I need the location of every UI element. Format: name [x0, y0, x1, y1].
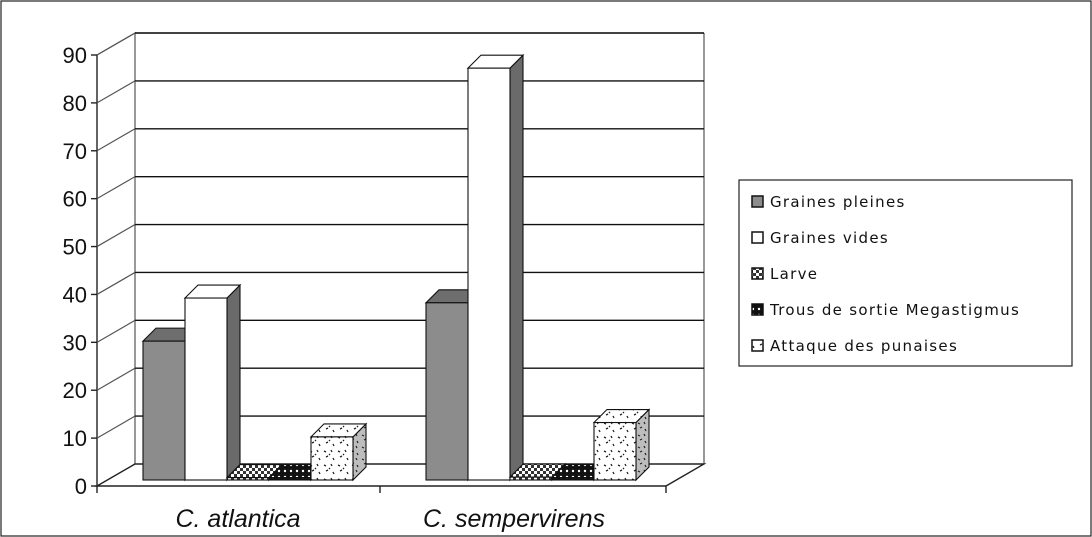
- legend-swatch: [751, 267, 764, 280]
- bar: [592, 408, 651, 482]
- grid-line-side: [96, 176, 136, 200]
- category-labels: C. atlantica C. sempervirens: [96, 486, 667, 533]
- legend-entry: Trous de sortie Megastigmus: [751, 301, 1020, 319]
- grid-line-side: [96, 128, 136, 152]
- legend-entry: Graines pleines: [751, 193, 906, 211]
- y-tick-label: 20: [63, 378, 87, 403]
- grid-line-side: [96, 367, 136, 391]
- legend-swatch: [751, 195, 764, 208]
- y-axis-ticks: 0 10 20 30 40 50 60 70 80 90: [63, 43, 97, 499]
- bar-side: [226, 283, 241, 482]
- y-tick-label: 0: [75, 474, 87, 499]
- bar-front: [226, 477, 270, 481]
- grid-line-side: [96, 271, 136, 295]
- legend-entry: Graines vides: [751, 229, 889, 247]
- legend-label: Graines vides: [770, 229, 889, 247]
- bar-front: [467, 67, 511, 481]
- bar-front: [184, 297, 228, 481]
- legend-swatch: [751, 231, 764, 244]
- bar-front: [268, 477, 312, 481]
- x-category-label: C. sempervirens: [423, 505, 605, 533]
- legend-swatch: [751, 303, 764, 316]
- y-tick-label: 50: [63, 235, 87, 260]
- legend-entry: Larve: [751, 265, 818, 283]
- y-tick-label: 40: [63, 282, 87, 307]
- grid-line-side: [96, 80, 136, 104]
- bar-front: [551, 477, 595, 481]
- bar-front: [509, 476, 553, 481]
- legend-label: Larve: [770, 265, 818, 283]
- y-tick-label: 30: [63, 330, 87, 355]
- grid-line-side: [96, 32, 136, 56]
- bar: [466, 53, 525, 482]
- legend-box: [738, 179, 1073, 367]
- legend-entry: Attaque des punaises: [751, 337, 958, 355]
- legend-label: Trous de sortie Megastigmus: [769, 301, 1020, 319]
- legend-label: Graines pleines: [770, 193, 906, 211]
- bar: [141, 326, 200, 482]
- floor: [94, 463, 707, 487]
- bar-front: [425, 302, 469, 481]
- y-tick-label: 70: [63, 139, 87, 164]
- y-tick-label: 10: [63, 426, 87, 451]
- grid-line-side: [96, 319, 136, 343]
- y-tick-label: 60: [63, 187, 87, 212]
- y-tick-label: 90: [63, 43, 87, 68]
- bars: [141, 53, 651, 482]
- legend-swatch: [751, 339, 764, 352]
- y-tick-label: 80: [63, 91, 87, 116]
- bar-front: [593, 421, 637, 481]
- grid-line-side: [96, 415, 136, 439]
- grid-line-side: [96, 224, 136, 248]
- bar: [309, 422, 368, 482]
- legend: Graines pleines Graines vides Larve Trous d…: [738, 179, 1073, 367]
- bar: [183, 283, 242, 482]
- bar-front: [142, 340, 186, 481]
- legend-label: Attaque des punaises: [770, 337, 958, 355]
- bar-front: [310, 436, 354, 481]
- x-category-label: C. atlantica: [175, 505, 300, 533]
- bar-side: [509, 53, 524, 482]
